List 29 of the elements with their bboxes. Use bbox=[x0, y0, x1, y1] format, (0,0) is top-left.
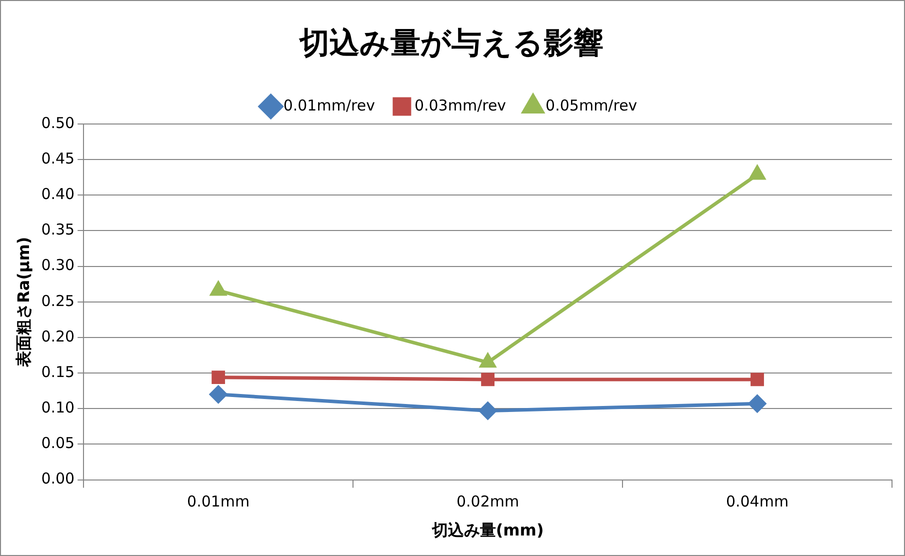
point bbox=[210, 386, 228, 404]
legend-label: 0.05mm/rev bbox=[546, 96, 638, 114]
point bbox=[749, 166, 766, 180]
x-tick-label: 0.04mm bbox=[726, 492, 789, 511]
x-tick-label: 0.01mm bbox=[187, 492, 250, 511]
y-tick-label: 0.10 bbox=[41, 398, 75, 417]
y-tick-label: 0.35 bbox=[41, 220, 75, 239]
point bbox=[212, 370, 226, 384]
y-tick-label: 0.25 bbox=[41, 292, 75, 310]
point bbox=[479, 402, 497, 420]
legend-label: 0.01mm/rev bbox=[283, 96, 376, 114]
y-tick-label: 0.20 bbox=[41, 327, 75, 346]
y-tick-label: 0.40 bbox=[41, 185, 75, 204]
chart-title: 切込み量が与える影響 bbox=[298, 26, 604, 61]
y-tick-label: 0.05 bbox=[41, 434, 75, 452]
y-tick-label: 0.00 bbox=[41, 470, 75, 488]
y-tick-label: 0.15 bbox=[41, 362, 75, 381]
y-axis-title: 表面粗さRa(μm) bbox=[14, 236, 33, 368]
y-tick-label: 0.45 bbox=[41, 149, 75, 168]
point bbox=[481, 372, 494, 386]
point bbox=[748, 394, 766, 412]
x-axis-title: 切込み量(mm) bbox=[430, 520, 544, 540]
y-tick-label: 0.30 bbox=[41, 256, 75, 274]
point bbox=[480, 354, 496, 368]
x-tick-label: 0.02mm bbox=[456, 492, 520, 511]
point bbox=[210, 282, 226, 296]
y-tick-label: 0.50 bbox=[41, 114, 75, 132]
point bbox=[750, 372, 764, 386]
legend-label: 0.03mm/rev bbox=[414, 96, 506, 114]
